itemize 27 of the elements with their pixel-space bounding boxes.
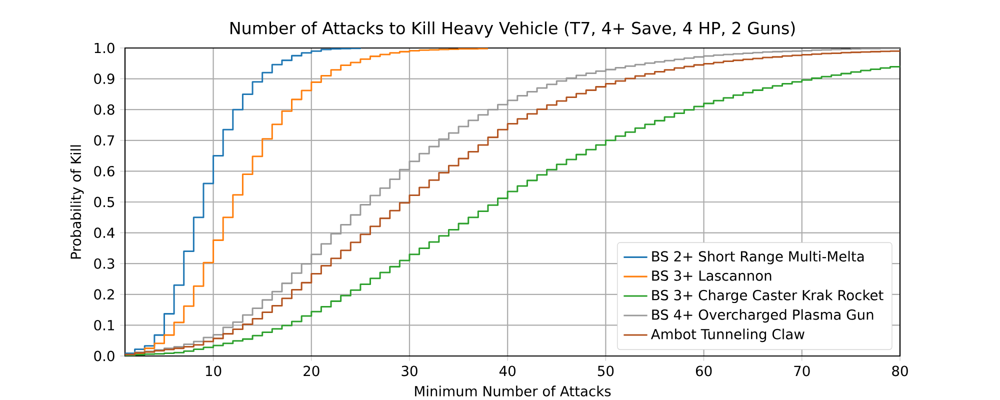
y-tick-label: 0.6: [94, 166, 114, 176]
legend-label: BS 3+ Lascannon: [652, 270, 772, 281]
x-tick-label: 80: [892, 366, 908, 376]
x-tick-label: 70: [794, 366, 810, 376]
y-tick-label: 0.7: [94, 135, 114, 146]
legend-label: BS 3+ Charge Caster Krak Rocket: [652, 290, 884, 304]
y-tick-label: 0.1: [94, 320, 114, 330]
y-tick-label: 0.4: [94, 228, 114, 238]
y-tick-label: 0.3: [94, 258, 114, 269]
x-tick-label: 30: [402, 366, 418, 376]
x-tick-label: 20: [304, 366, 320, 376]
y-tick-label: 0.2: [94, 289, 114, 300]
y-axis-title: Probability of Kill: [70, 145, 84, 259]
x-tick-label: 10: [206, 366, 222, 376]
chart-title: Number of Attacks to Kill Heavy Vehicle (T7, 4+ Save, 4 HP, 2 Guns): [230, 22, 795, 38]
y-tick-label: 1.0: [94, 42, 114, 54]
x-tick-label: 50: [598, 366, 614, 376]
legend-label: Ambot Tunneling Claw: [650, 328, 804, 342]
legend-label: BS 4+ Overcharged Plasma Gun: [652, 309, 874, 323]
legend-label: BS 2+ Short Range Multi-Melta: [652, 250, 864, 264]
y-tick-label: 0.8: [94, 104, 114, 115]
y-tick-label: 0.9: [94, 74, 114, 84]
x-tick-label: 60: [696, 366, 712, 376]
y-tick-label: 0.0: [94, 350, 114, 362]
y-tick-label: 0.5: [94, 196, 114, 208]
x-tick-label: 40: [499, 366, 516, 376]
x-axis-title: Minimum Number of Attacks: [415, 386, 611, 396]
